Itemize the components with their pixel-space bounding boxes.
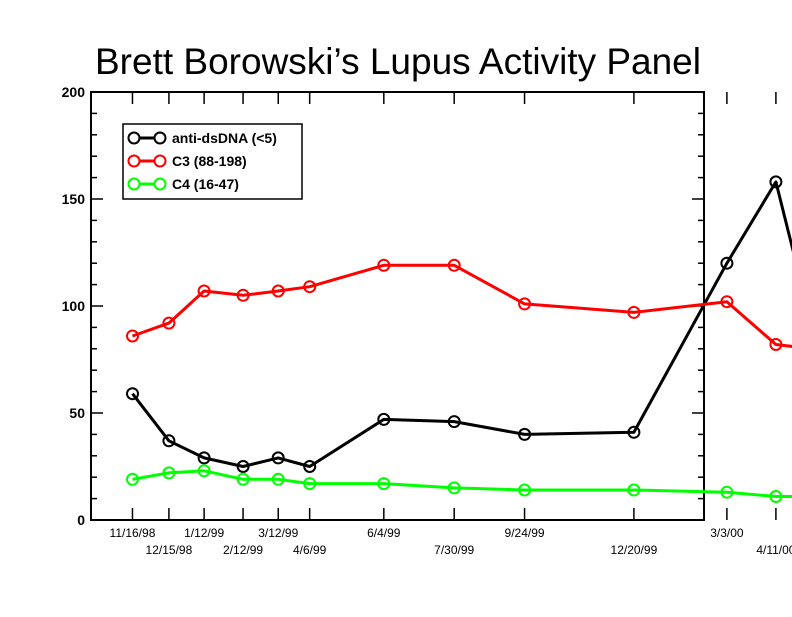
y-tick-label: 50 (69, 405, 85, 421)
legend-label: C3 (88-198) (172, 153, 247, 169)
series-1 (127, 176, 792, 474)
series-2 (127, 260, 792, 359)
x-tick-label: 3/12/99 (258, 526, 298, 540)
series-line (133, 182, 792, 469)
legend-marker (155, 179, 166, 190)
series-line (133, 471, 792, 497)
legend-marker (129, 179, 140, 190)
y-tick-label: 150 (62, 191, 86, 207)
series-line (133, 265, 792, 353)
y-tick-label: 100 (62, 298, 86, 314)
y-tick-label: 0 (77, 512, 85, 528)
series-layer (127, 176, 792, 502)
x-tick-label: 6/4/99 (367, 526, 401, 540)
x-tick-label: 2/12/99 (223, 543, 263, 557)
legend-marker (129, 156, 140, 167)
x-tick-label: 12/20/99 (611, 543, 658, 557)
legend-marker (155, 156, 166, 167)
legend-marker (129, 133, 140, 144)
series-3 (127, 465, 792, 502)
x-tick-label: 4/11/00 (756, 543, 792, 557)
x-tick-label: 1/12/99 (184, 526, 224, 540)
legend-label: C4 (16-47) (172, 176, 239, 192)
legend: anti-dsDNA (<5) C3 (88-198) C4 (16-47) (123, 124, 302, 199)
x-tick-label: 12/15/98 (146, 543, 193, 557)
x-tick-label: 9/24/99 (505, 526, 545, 540)
legend-label: anti-dsDNA (<5) (172, 130, 277, 146)
y-tick-label: 200 (62, 84, 86, 100)
x-tick-label: 4/6/99 (293, 543, 327, 557)
x-tick-label: 7/30/99 (434, 543, 474, 557)
chart-title: Brett Borowski’s Lupus Activity Panel (95, 41, 701, 82)
legend-marker (155, 133, 166, 144)
x-tick-label: 3/3/00 (710, 526, 744, 540)
x-tick-label: 11/16/98 (110, 526, 156, 540)
